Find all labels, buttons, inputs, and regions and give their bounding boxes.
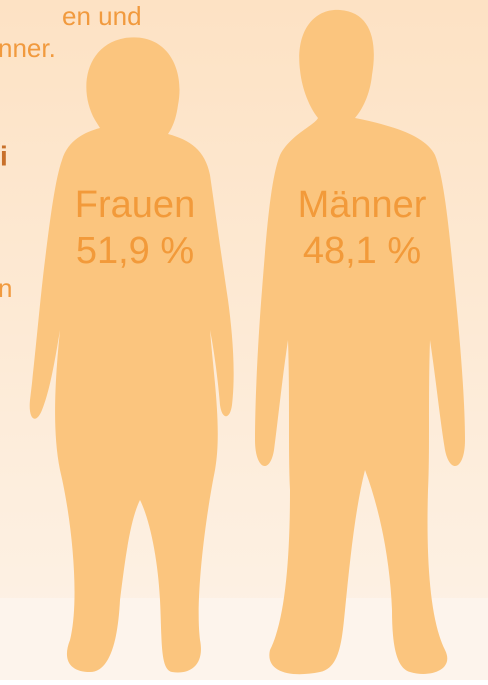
text-fragment: en und bbox=[62, 1, 142, 31]
figure-value: 51,9 % bbox=[76, 230, 194, 272]
figure-label: Männer bbox=[298, 184, 427, 226]
text-fragment: i bbox=[0, 140, 8, 171]
infographic: en und nner. i n Frauen 51,9 % Männer 48… bbox=[0, 0, 488, 680]
figure-label: Frauen bbox=[75, 184, 195, 226]
text-fragment: n bbox=[0, 273, 12, 303]
figure-value: 48,1 % bbox=[303, 230, 421, 272]
text-fragment: nner. bbox=[0, 33, 56, 63]
